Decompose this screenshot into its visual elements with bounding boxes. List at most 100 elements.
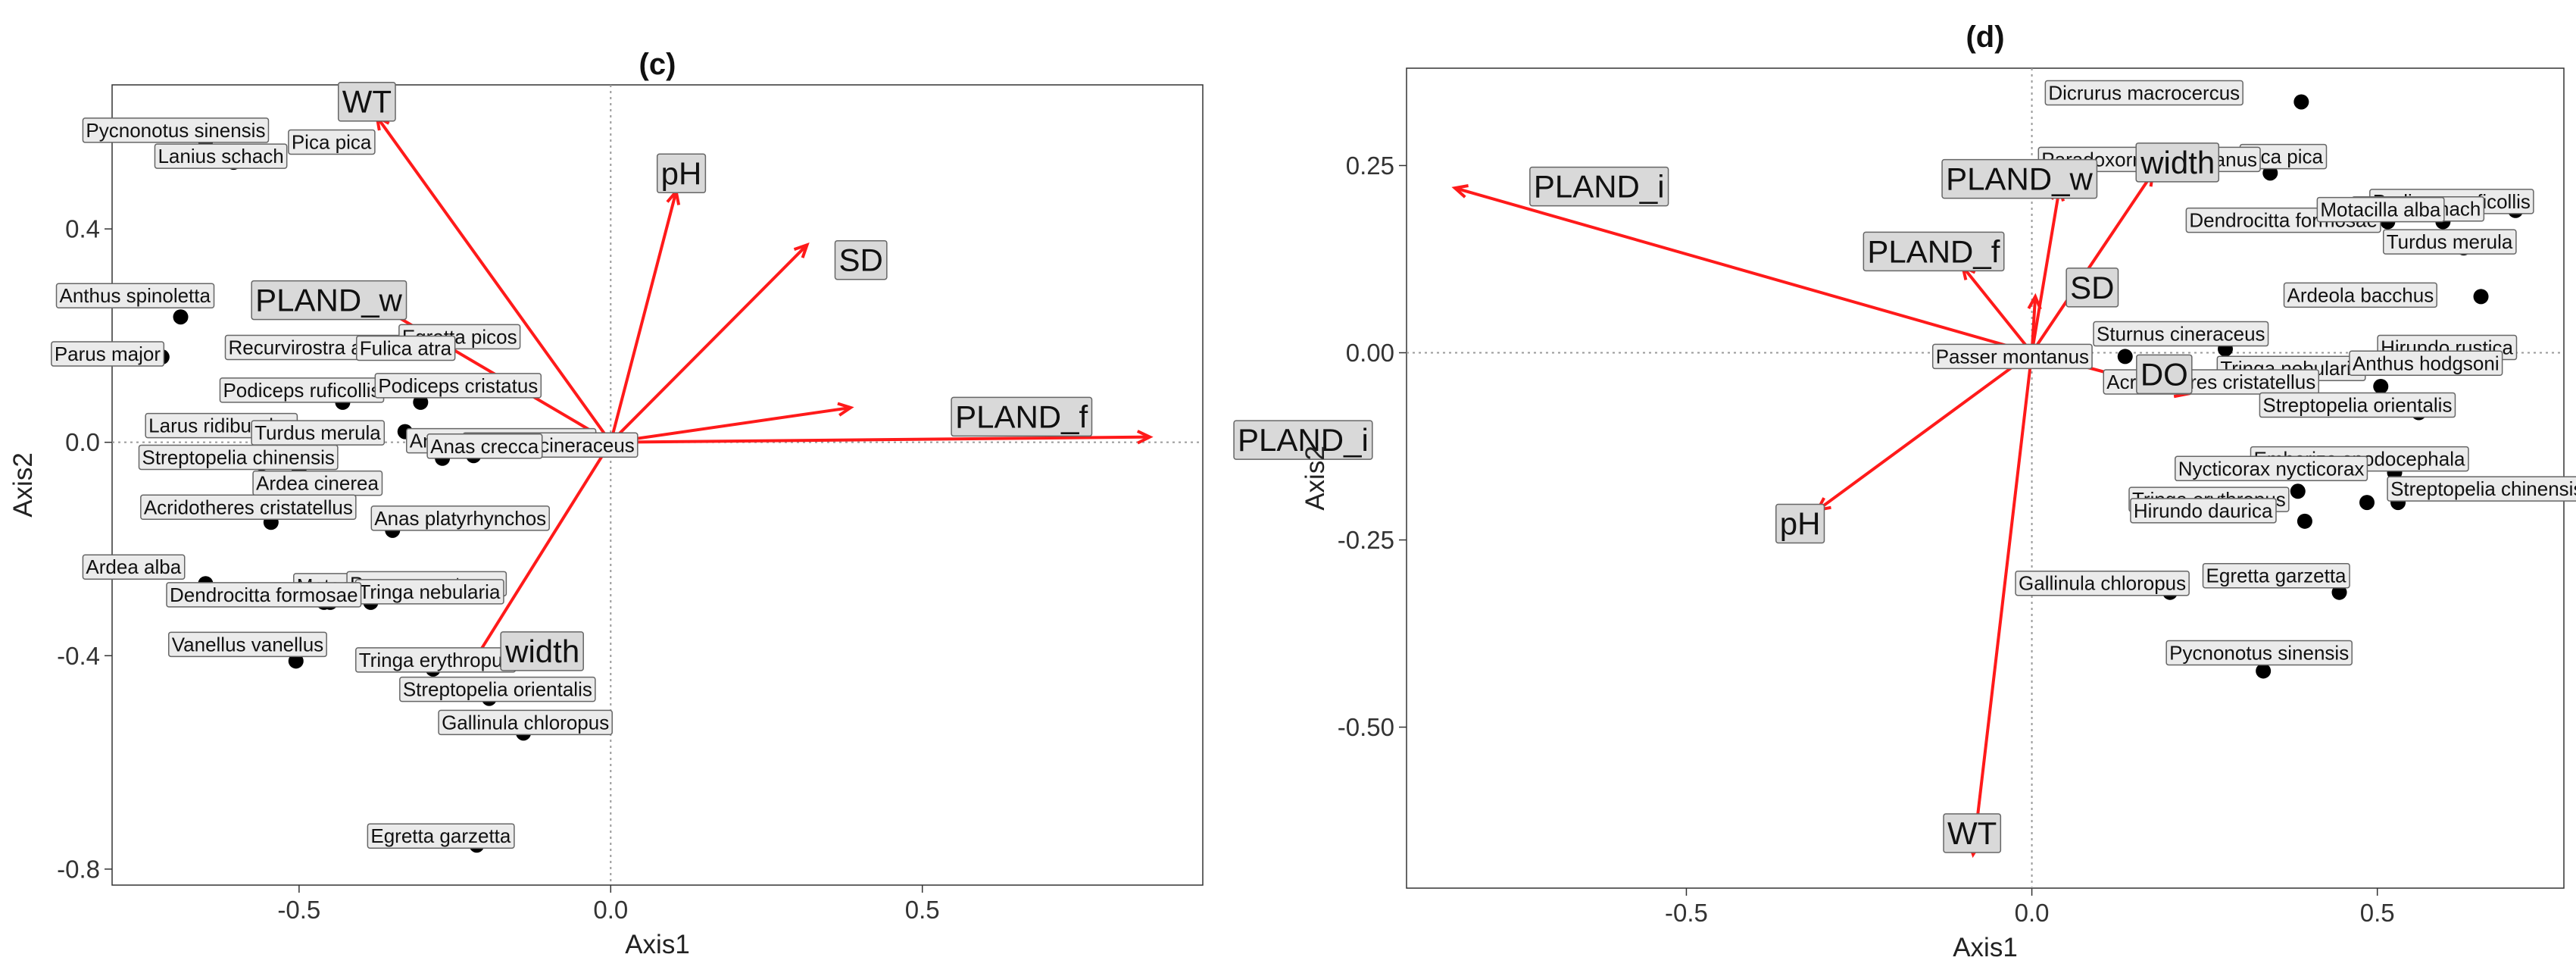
species-label-text: Podiceps cristatus — [378, 374, 538, 397]
species-label: Anthus hodgsoni — [2349, 350, 2503, 377]
env-arrow-wt — [376, 116, 612, 443]
env-label-pland_i-text: PLAND_i — [1238, 422, 1369, 458]
env-arrow-width — [469, 441, 612, 668]
env-arrowhead — [837, 402, 854, 417]
species-label-text: Tringa erythropus — [359, 649, 513, 671]
species-label: Streptopelia orientalis — [2259, 392, 2456, 418]
species-label-text: Acridotheres cristatellus — [144, 496, 353, 518]
species-label: Fulica atra — [355, 335, 456, 361]
env-label-sd: SD — [2065, 267, 2119, 308]
species-label: Podiceps cristatus — [374, 373, 542, 399]
y-tick-label: 0.0 — [65, 428, 100, 456]
species-point — [2256, 663, 2272, 679]
species-label-text: Streptopelia chinensis — [2390, 477, 2576, 500]
plot-frame — [111, 84, 1204, 886]
species-label-box — [2165, 640, 2353, 666]
species-label-text: Ardea alba — [86, 555, 181, 578]
species-label: Acridotheres cristatellus — [140, 494, 357, 521]
species-label: Parus major — [51, 341, 165, 367]
species-point — [288, 653, 304, 669]
species-label: Pica pica — [288, 129, 376, 155]
species-label-box — [2349, 350, 2503, 377]
species-label-text: Passer montanus — [1936, 345, 2089, 368]
env-label-ph-text: pH — [661, 155, 702, 191]
species-label: Motacilla alba — [2316, 196, 2445, 223]
env-label-pland_w: PLAND_w — [251, 280, 407, 321]
species-label: Lanius schach — [154, 143, 288, 169]
env-label-pland_f: PLAND_f — [1863, 231, 2005, 272]
env-label-pland_f-box — [1863, 231, 2005, 272]
species-label-box — [166, 582, 362, 608]
species-label-box — [82, 117, 270, 143]
species-label: Gallinula chloropus — [438, 709, 613, 736]
env-label-width-text: width — [504, 634, 579, 669]
species-label: Egretta garzetta — [2202, 562, 2350, 589]
panel-d: (d) -0.5 0.0 0.5 -0.50 -0.25 0.00 0.25 Axis1 Axis… — [1300, 20, 2576, 962]
env-label-pland_w: PLAND_w — [1941, 158, 2098, 199]
species-label-box — [374, 373, 542, 399]
species-label-box — [367, 823, 515, 849]
species-label: Hirundo daurica — [2130, 498, 2277, 524]
env-label-wt-text: WT — [1947, 815, 1997, 851]
species-label-box — [2175, 455, 2368, 482]
y-tick-label: 0.00 — [1346, 339, 1394, 367]
species-label: Passer montanus — [1931, 343, 2093, 370]
x-axis-title: Axis1 — [625, 930, 690, 959]
species-label-box — [426, 433, 543, 459]
species-label: Sturnus cineraceus — [2093, 321, 2269, 347]
species-label: Streptopelia chinensis — [2387, 476, 2576, 502]
species-label-text: Podiceps ruficollis — [223, 379, 380, 402]
env-label-wt-text: WT — [342, 84, 392, 120]
species-label-text: Gallinula chloropus — [2019, 572, 2186, 595]
env-label-pland_w-box — [251, 280, 407, 321]
env-arrow-pland_i — [610, 435, 1151, 444]
env-label-width-box — [2135, 142, 2220, 183]
x-tick-label: 0.5 — [905, 896, 940, 924]
species-label: Anas crecca — [426, 433, 543, 459]
species-label-text: Sturnus cineraceus — [2097, 323, 2265, 346]
species-label-text: Turdus merula — [2387, 230, 2513, 253]
species-label: Vanellus vanellus — [167, 631, 327, 658]
species-label-box — [288, 129, 376, 155]
x-tick-label: 0.5 — [2360, 899, 2395, 927]
species-label-text: Hirundo daurica — [2134, 499, 2273, 522]
env-label-width: width — [500, 631, 584, 671]
species-label: Gallinula chloropus — [2015, 570, 2190, 596]
y-tick-label: -0.25 — [1338, 526, 1394, 554]
species-label-box — [2283, 282, 2437, 308]
species-label-box — [2093, 321, 2269, 347]
species-label-box — [2382, 229, 2517, 255]
env-label-do: DO — [2136, 354, 2193, 395]
species-label-text: Vanellus vanellus — [172, 633, 323, 655]
panel-title: (c) — [639, 48, 676, 81]
species-label: Pycnonotus sinensis — [82, 117, 270, 143]
env-arrowhead — [793, 242, 810, 258]
species-label: Ardea cinerea — [252, 470, 383, 496]
species-point — [2290, 483, 2306, 499]
species-label-text: Streptopelia orientalis — [403, 678, 592, 701]
env-label-ph: pH — [1775, 503, 1825, 544]
species-label-box — [399, 676, 596, 702]
species-label-text: Nycticorax nycticorax — [2178, 457, 2365, 480]
env-label-ph-box — [1775, 503, 1825, 544]
species-label: Acridotheres cristatellus — [2103, 369, 2320, 395]
y-tick-label: -0.8 — [57, 855, 100, 883]
species-label: Dicrurus macrocercus — [2044, 80, 2243, 106]
species-label-box — [2130, 498, 2277, 524]
env-label-pland_f: PLAND_f — [951, 396, 1093, 437]
species-label-box — [167, 631, 327, 658]
species-label: Streptopelia orientalis — [399, 676, 596, 702]
species-label-box — [2202, 562, 2350, 589]
env-label-pland_w-text: PLAND_w — [1946, 161, 2093, 197]
species-label-box — [2316, 196, 2445, 223]
env-label-width-text: width — [2140, 145, 2215, 180]
env-label-do-box — [2136, 354, 2193, 395]
species-label: Turdus merula — [251, 420, 386, 446]
panel-c: (c) -0.5 0.0 0.5 -0.8 -0.4 0.0 0.4 Axis1 Axis2 Pyc… — [8, 48, 1373, 959]
y-tick-label: 0.25 — [1346, 152, 1394, 180]
env-label-wt-box — [337, 81, 396, 122]
env-arrowhead — [1136, 430, 1154, 445]
species-label-box — [140, 494, 357, 521]
species-label-text: Pycnonotus sinensis — [2169, 641, 2349, 664]
x-tick-label: -0.5 — [277, 896, 320, 924]
